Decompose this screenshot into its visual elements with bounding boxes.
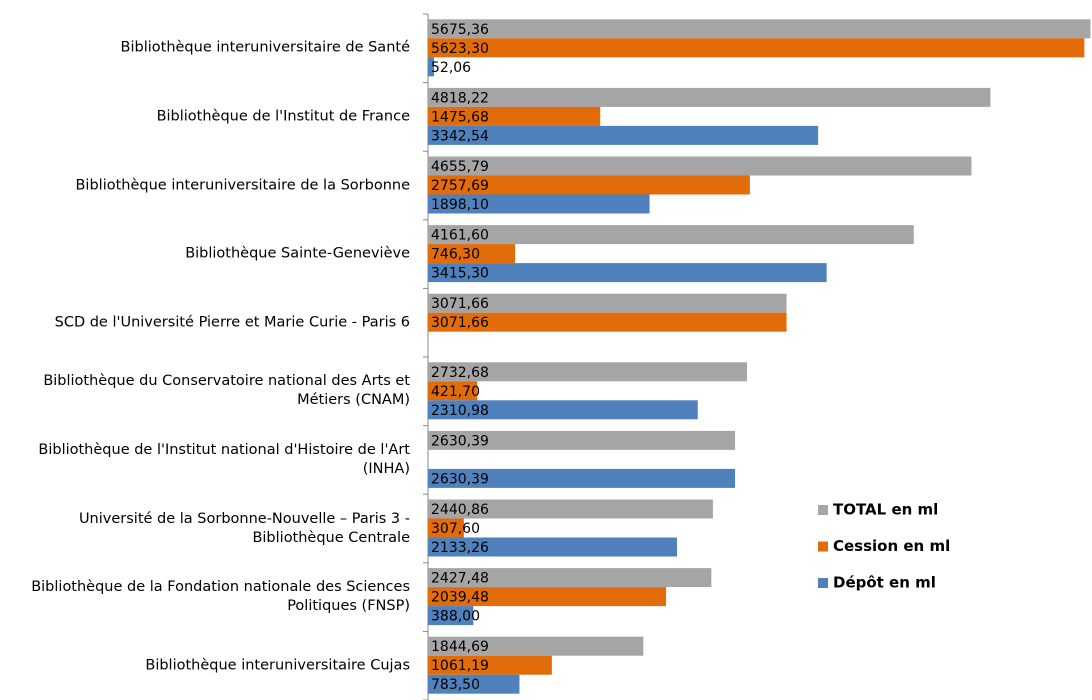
- category-label: SCD de l'Université Pierre et Marie Curi…: [54, 314, 410, 331]
- data-label: 388,00: [431, 609, 480, 625]
- bar: [428, 468, 736, 488]
- data-label: 1844,69: [431, 639, 489, 655]
- legend-swatch: [818, 505, 828, 515]
- data-label: 2039,48: [431, 590, 489, 606]
- data-label: 4655,79: [431, 159, 489, 175]
- category-label: Université de la Sorbonne-Nouvelle – Par…: [78, 510, 410, 546]
- bar: [428, 312, 787, 332]
- bar: [428, 106, 601, 126]
- data-label: 421,70: [431, 384, 480, 400]
- bar: [428, 537, 678, 557]
- bar: [428, 400, 698, 420]
- bar: [428, 587, 667, 607]
- bar: [428, 263, 827, 283]
- data-label: 2440,86: [431, 502, 489, 518]
- data-label: 3342,54: [431, 128, 489, 144]
- legend-swatch: [818, 541, 828, 552]
- data-label: 2310,98: [431, 403, 489, 419]
- category-label: Bibliothèque de l'Institut national d'Hi…: [38, 441, 410, 477]
- legend-label: Dépôt en ml: [833, 574, 936, 592]
- bar: [428, 225, 914, 245]
- data-label: 2427,48: [431, 571, 489, 587]
- data-label: 5623,30: [431, 41, 489, 57]
- bar: [428, 156, 972, 176]
- bar: [428, 194, 650, 214]
- data-label: 307,60: [431, 521, 480, 537]
- data-label: 3071,66: [431, 296, 489, 312]
- data-label: 2757,69: [431, 178, 489, 194]
- legend-swatch: [818, 578, 828, 588]
- data-label: 1475,68: [431, 109, 489, 125]
- bar: [428, 38, 1085, 58]
- data-label: 2133,26: [431, 540, 489, 556]
- bar: [428, 381, 478, 401]
- data-label: 3071,66: [431, 315, 489, 331]
- category-label: Bibliothèque du Conservatoire national d…: [43, 373, 410, 409]
- bar: [428, 636, 644, 656]
- data-label: 1898,10: [431, 197, 489, 213]
- bar: [428, 244, 516, 264]
- bar: [428, 87, 991, 107]
- data-label: 4161,60: [431, 228, 489, 244]
- category-label: Bibliothèque Sainte-Geneviève: [185, 245, 410, 262]
- legend-label: TOTAL en ml: [833, 501, 938, 519]
- bar: [428, 499, 713, 519]
- data-label: 2630,39: [431, 433, 489, 449]
- bar: [428, 568, 712, 588]
- data-label: 52,06: [431, 60, 471, 76]
- data-label: 783,50: [431, 677, 480, 693]
- data-label: 3415,30: [431, 266, 489, 282]
- category-label: Bibliothèque interuniversitaire de Santé: [120, 39, 410, 56]
- bar: [428, 362, 747, 382]
- bar: [428, 674, 520, 694]
- data-label: 2732,68: [431, 365, 489, 381]
- category-label: Bibliothèque de la Fondation nationale d…: [31, 579, 410, 615]
- data-label: 2630,39: [431, 471, 489, 487]
- data-label: 4818,22: [431, 90, 489, 106]
- bar: [428, 19, 1091, 39]
- bar: [428, 293, 787, 313]
- bar: [428, 125, 819, 145]
- category-label: Bibliothèque de l'Institut de France: [156, 108, 410, 125]
- bar: [428, 518, 464, 538]
- category-label: Bibliothèque interuniversitaire de la So…: [75, 177, 410, 193]
- bar: [428, 430, 736, 450]
- bar: [428, 655, 552, 675]
- bar: [428, 606, 474, 626]
- bar: [428, 57, 435, 77]
- data-label: 746,30: [431, 247, 480, 263]
- category-label: Bibliothèque interuniversitaire Cujas: [145, 657, 410, 674]
- bar: [428, 175, 750, 195]
- data-label: 5675,36: [431, 22, 489, 38]
- data-label: 1061,19: [431, 658, 489, 674]
- legend-label: Cession en ml: [833, 537, 950, 555]
